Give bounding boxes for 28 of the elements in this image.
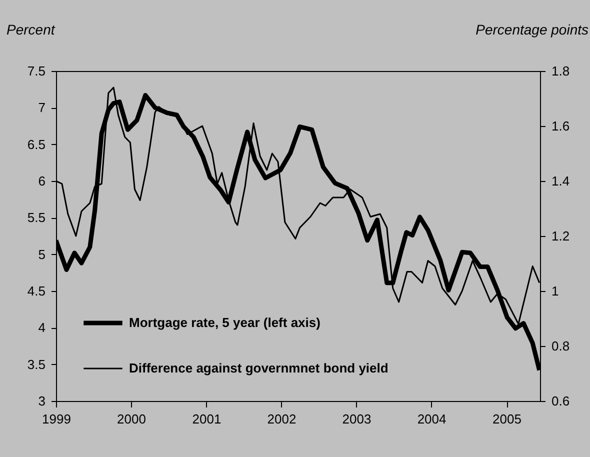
y-tick-label: 4.5 <box>27 284 46 298</box>
y-tick-label: 6.5 <box>27 136 46 152</box>
x-tick-label: 2004 <box>417 412 446 426</box>
y2-tick-label: 0.6 <box>552 394 570 408</box>
y2-axis-title: Percentage points <box>476 22 588 38</box>
y-tick-label: 7.5 <box>27 64 46 78</box>
legend-label: Mortgage rate, 5 year (left axis) <box>129 315 320 330</box>
y-tick-label: 3.5 <box>27 356 46 372</box>
x-tick-label: 2005 <box>492 412 522 426</box>
y-tick-label: 5.5 <box>27 210 46 226</box>
y-tick-label: 7 <box>38 100 46 116</box>
x-tick-label: 2002 <box>267 412 296 426</box>
y-tick-label: 3 <box>38 394 46 408</box>
x-tick-label: 1999 <box>42 412 71 426</box>
y2-tick-label: 1 <box>552 284 559 298</box>
x-tick-label: 2001 <box>192 412 222 426</box>
y-tick-label: 5 <box>38 246 46 262</box>
y2-tick-label: 1.4 <box>552 174 570 188</box>
x-tick-label: 2003 <box>342 412 372 426</box>
x-tick-label: 2000 <box>117 412 146 426</box>
y2-tick-label: 0.8 <box>552 338 570 354</box>
y2-tick-label: 1.8 <box>552 64 570 78</box>
y-axis-title: Percent <box>6 22 56 38</box>
y-tick-label: 6 <box>38 174 46 188</box>
legend-label: Difference against governmnet bond yield <box>129 360 388 376</box>
y2-tick-label: 1.2 <box>552 228 570 244</box>
y2-tick-label: 1.6 <box>552 118 570 134</box>
y-tick-label: 4 <box>38 320 46 336</box>
